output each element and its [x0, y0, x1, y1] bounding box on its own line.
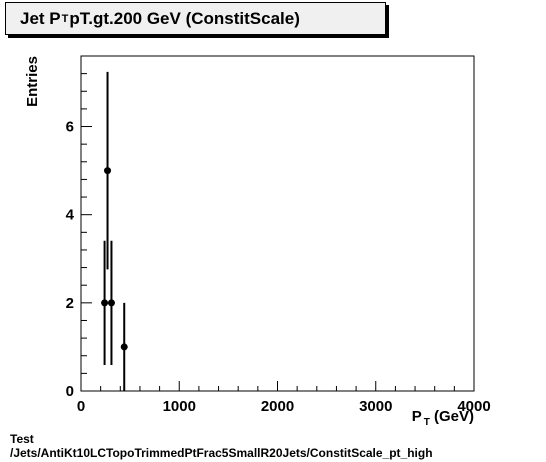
data-point: [120, 343, 128, 351]
scatter-chart: 0 1000 2000 3000 4000 0 2 4 6 P T (GeV) Entries: [24, 55, 491, 428]
y-tick-label: 6: [66, 119, 74, 136]
axis-labels: 0 1000 2000 3000 4000 0 2 4 6 P T (GeV) Entries: [24, 56, 491, 428]
chart-title-sub: T: [61, 12, 69, 25]
y-tick-label: 0: [66, 383, 74, 400]
x-tick-label: 3000: [359, 398, 392, 415]
data-point: [104, 167, 112, 175]
data-point: [107, 299, 115, 307]
plot-axes: [80, 55, 475, 392]
data-point: [101, 299, 109, 307]
chart-title-pre: Jet P: [20, 8, 61, 28]
y-tick-label: 4: [66, 207, 75, 224]
footer-line-2: /Jets/AntiKt10LCTopoTrimmedPtFrac5SmallR…: [10, 446, 433, 460]
x-tick-label: 0: [77, 398, 85, 415]
x-tick-label: 1000: [163, 398, 196, 415]
footer-line-1: Test: [10, 432, 34, 446]
y-axis-label: Entries: [24, 56, 41, 107]
chart-title-post: pT.gt.200 GeV (ConstitScale): [69, 8, 300, 28]
x-tick-label: 4000: [457, 398, 490, 415]
plot-frame: [80, 55, 475, 392]
x-tick-label: 2000: [261, 398, 294, 415]
footer: Test /Jets/AntiKt10LCTopoTrimmedPtFrac5S…: [10, 432, 433, 460]
y-tick-label: 2: [66, 295, 74, 312]
data-markers: [101, 71, 128, 391]
